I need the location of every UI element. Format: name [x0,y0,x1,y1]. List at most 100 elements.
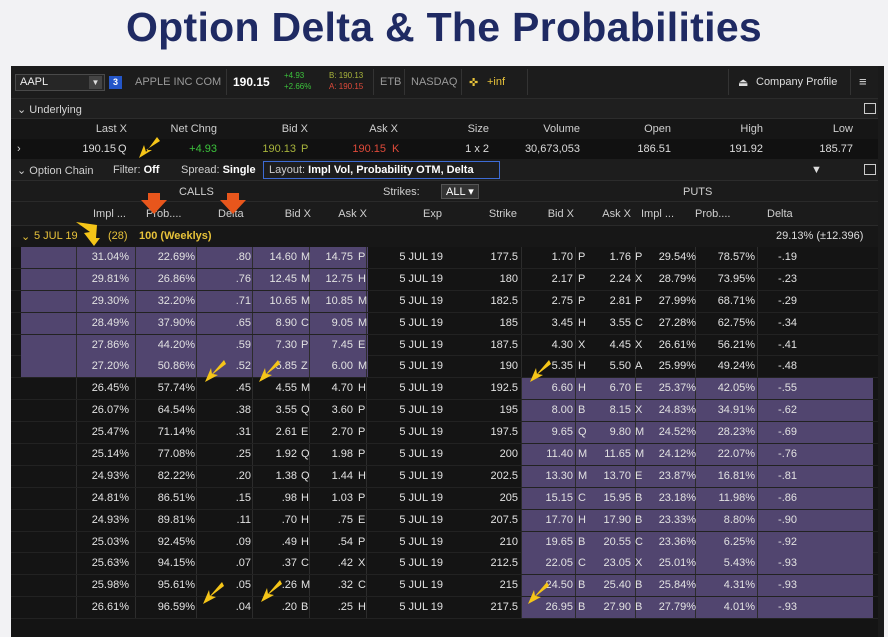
table-row[interactable]: 24.93% 89.81% .11 .70 H .75 E 5 JUL 19 207.5 17.7… [11,509,884,532]
hdr-put-delta[interactable]: Delta [767,208,793,220]
spread-control[interactable]: Spread: Single [181,164,256,176]
table-row[interactable]: 27.86% 44.20% .59 7.30 P 7.45 E 5 JUL 19 187.5 4.… [11,334,884,357]
hdr-put-bid[interactable]: Bid X [547,208,574,220]
put-ask[interactable]: 23.05 [603,557,631,570]
put-bid[interactable]: 5.35 [551,360,573,373]
call-bid[interactable]: 4.55 [275,382,297,395]
call-ask[interactable]: 1.98 [331,448,353,461]
table-row[interactable]: 26.45% 57.74% .45 4.55 M 4.70 H 5 JUL 19 192.5 6.… [11,378,884,401]
symbol-input[interactable]: AAPL [15,74,105,91]
table-row[interactable]: 25.47% 71.14% .31 2.61 E 2.70 P 5 JUL 19 197.5 9.… [11,422,884,445]
put-bid[interactable]: 13.30 [545,469,573,482]
option-chain-toggle[interactable]: ⌄ Option Chain [17,164,94,177]
call-bid[interactable]: .26 [281,579,297,592]
put-bid[interactable]: 11.40 [546,448,573,461]
hdr-net-chng[interactable]: Net Chng [170,123,217,135]
call-ask[interactable]: 3.60 [331,404,353,417]
hdr-high[interactable]: High [740,123,763,135]
hdr-ask[interactable]: Ask X [369,123,398,135]
chevron-down-icon[interactable]: ▼ [89,76,102,89]
put-bid[interactable]: 22.05 [545,557,573,570]
table-row[interactable]: 26.61% 96.59% .04 .20 B .25 H 5 JUL 19 217.5 26.9… [11,597,884,620]
put-ask[interactable]: 5.50 [609,360,631,373]
call-bid[interactable]: 8.90 [275,316,297,329]
hdr-exp[interactable]: Exp [423,208,442,220]
put-ask[interactable]: 4.45 [609,338,631,351]
call-ask[interactable]: 10.85 [325,294,353,307]
hdr-bid[interactable]: Bid X [281,123,308,135]
call-bid[interactable]: 14.60 [269,251,297,263]
put-ask[interactable]: 15.95 [603,491,631,504]
table-row[interactable]: 28.49% 37.90% .65 8.90 C 9.05 M 5 JUL 19 185 3.45… [11,312,884,335]
hdr-put-ask[interactable]: Ask X [602,208,631,220]
call-bid[interactable]: 10.65 [269,294,297,307]
chevron-down-icon[interactable]: ⌄ [17,165,27,177]
hdr-strike[interactable]: Strike [488,208,517,220]
link-group-button[interactable]: 3 [109,76,122,89]
put-ask[interactable]: 17.90 [603,513,631,526]
call-bid[interactable]: .49 [281,535,297,548]
hdr-volume[interactable]: Volume [543,123,580,135]
hdr-open[interactable]: Open [644,123,671,135]
hdr-last[interactable]: Last X [95,123,127,135]
table-row[interactable]: 29.30% 32.20% .71 10.65 M 10.85 M 5 JUL 19 182.5… [11,290,884,313]
call-ask[interactable]: 14.75 [325,251,353,263]
put-ask[interactable]: 11.65 [604,448,631,461]
call-bid[interactable]: .20 [281,601,297,614]
scrollbar[interactable] [878,66,884,637]
table-row[interactable]: 31.04% 22.69% .80 14.60 M 14.75 P 5 JUL 19 177.5… [11,247,884,269]
put-ask[interactable]: 8.15 [609,404,631,417]
put-ask[interactable]: 6.70 [609,382,631,395]
table-row[interactable]: 25.14% 77.08% .25 1.92 Q 1.98 P 5 JUL 19 200 11.4… [11,444,884,466]
put-ask[interactable]: 13.70 [603,469,631,482]
call-ask[interactable]: .75 [337,513,353,526]
call-bid[interactable]: 5.85 [275,360,297,373]
call-bid[interactable]: 1.38 [275,469,297,482]
call-ask[interactable]: .54 [337,535,353,548]
table-row[interactable]: 29.81% 26.86% .76 12.45 M 12.75 H 5 JUL 19 180 2.… [11,268,884,291]
call-bid[interactable]: 12.45 [269,272,297,285]
put-bid[interactable]: 15.15 [545,491,573,504]
table-row[interactable]: 25.63% 94.15% .07 .37 C .42 X 5 JUL 19 212.5 22.0… [11,553,884,576]
put-ask[interactable]: 9.80 [609,426,631,439]
put-bid[interactable]: 2.17 [551,272,573,285]
put-bid[interactable]: 6.60 [551,382,573,395]
put-bid[interactable]: 3.45 [551,316,573,329]
call-ask[interactable]: 2.70 [331,426,353,439]
call-ask[interactable]: .42 [337,557,353,570]
call-ask[interactable]: 6.00 [331,360,353,373]
put-ask[interactable]: 2.24 [609,272,631,285]
table-row[interactable]: 24.93% 82.22% .20 1.38 Q 1.44 H 5 JUL 19 202.5 13… [11,465,884,488]
chevron-down-icon[interactable]: ⌄ [17,104,27,116]
chevron-down-icon[interactable]: ⌄ [21,231,31,243]
hdr-low[interactable]: Low [832,123,853,135]
filter-control[interactable]: Filter: Off [113,164,159,176]
hdr-size[interactable]: Size [467,123,489,135]
layout-select[interactable]: Layout: Impl Vol, Probability OTM, Delta [263,161,500,179]
chevron-right-icon[interactable]: › [17,143,21,155]
put-ask[interactable]: 20.55 [603,535,631,548]
call-ask[interactable]: 9.05 [331,316,353,329]
call-ask[interactable]: 7.45 [331,338,353,351]
put-bid[interactable]: 19.65 [545,535,573,548]
hdr-put-impl[interactable]: Impl ... [641,208,675,220]
popout-icon[interactable] [864,164,876,175]
call-bid[interactable]: 1.92 [275,448,297,461]
popout-icon[interactable] [864,103,876,114]
put-ask[interactable]: 2.81 [609,294,631,307]
table-row[interactable]: 25.03% 92.45% .09 .49 H .54 P 5 JUL 19 210 19.65 B… [11,531,884,554]
expiry-row[interactable]: ⌄ 5 JUL 19 (28) 100 (Weeklys) 29.13% (±1… [11,226,884,247]
put-bid[interactable]: 2.75 [551,294,573,307]
call-ask[interactable]: 4.70 [331,382,353,395]
table-row[interactable]: 26.07% 64.54% .38 3.55 Q 3.60 P 5 JUL 19 195 8.00… [11,400,884,423]
options-icon[interactable]: ✜ [469,77,479,89]
company-profile-button[interactable]: Company Profile [756,76,838,88]
put-ask[interactable]: 1.76 [609,251,631,263]
hdr-call-ask[interactable]: Ask X [338,208,367,220]
call-bid[interactable]: .37 [281,557,297,570]
call-ask[interactable]: 12.75 [325,272,353,285]
call-ask[interactable]: 1.44 [331,469,353,482]
put-bid[interactable]: 17.70 [545,513,573,526]
put-ask[interactable]: 3.55 [609,316,631,329]
call-bid[interactable]: .98 [281,491,297,504]
